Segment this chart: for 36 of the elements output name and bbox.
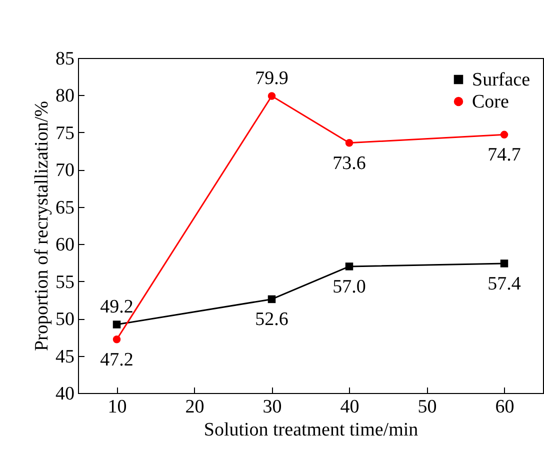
point: [345, 139, 354, 147]
point: [345, 262, 354, 270]
point: [500, 260, 508, 268]
y-tick-label: 50: [56, 309, 74, 330]
x-tick-label: 10: [108, 396, 127, 418]
x-tick-label: 60: [495, 396, 514, 418]
data-label: 52.6: [255, 309, 288, 330]
y-tick-label: 70: [56, 160, 74, 182]
data-label: 57.4: [488, 273, 522, 294]
point: [268, 295, 276, 304]
x-tick-label: 50: [418, 396, 437, 418]
data-label: 74.7: [488, 144, 521, 166]
y-tick-label: 80: [56, 86, 74, 107]
x-tick-label: 40: [340, 396, 360, 418]
data-label: 57.0: [332, 276, 366, 298]
y-tick-label: 65: [56, 197, 74, 218]
data-label: 79.9: [255, 68, 288, 89]
point: [500, 130, 508, 139]
point: [268, 92, 276, 100]
legend-label: Surface: [472, 70, 530, 90]
data-label: 47.2: [100, 349, 134, 370]
y-tick-label: 45: [56, 346, 74, 368]
y-tick-label: 85: [56, 48, 74, 70]
x-tick-label: 20: [185, 396, 204, 418]
y-tick-label: 75: [56, 122, 74, 144]
y-tick-label: 60: [56, 234, 74, 256]
data-label: 49.2: [100, 296, 134, 318]
point: [112, 320, 121, 328]
point: [112, 336, 121, 344]
x-axis-title: Solution treatment time/min: [204, 420, 419, 440]
x-tick-label: 30: [262, 396, 282, 418]
y-tick-label: 40: [56, 384, 74, 404]
legend-label: Core: [472, 92, 509, 112]
data-label: 73.6: [332, 152, 366, 174]
y-tick-label: 55: [56, 272, 74, 293]
y-axis-title: Proportion of recrystallization/%: [32, 100, 52, 352]
